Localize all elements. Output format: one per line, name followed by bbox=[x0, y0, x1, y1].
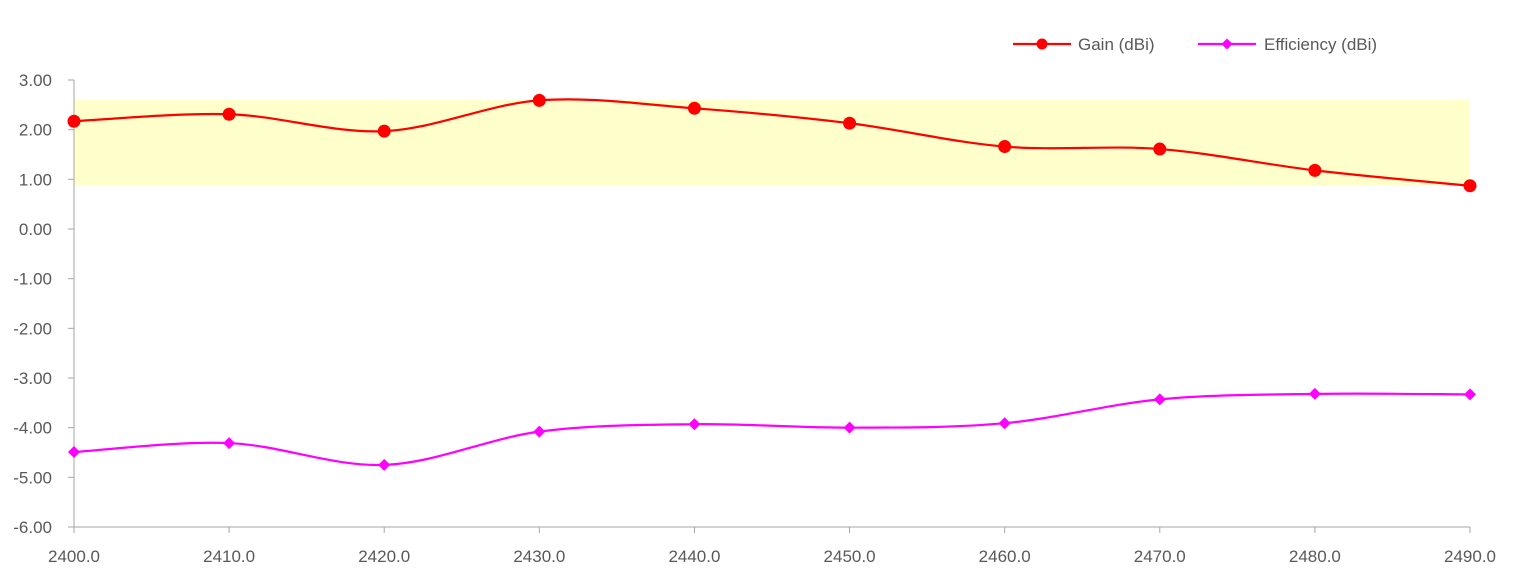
series-line-efficiency-dbi bbox=[73, 392, 1471, 467]
x-tick-label: 2410.0 bbox=[203, 547, 255, 566]
data-point-efficiency-dbi bbox=[223, 437, 236, 450]
series-gain-dbi bbox=[67, 93, 1477, 193]
data-point-gain-dbi bbox=[1308, 163, 1322, 177]
data-point-gain-dbi bbox=[1153, 142, 1167, 156]
legend-label-efficiency-dbi: Efficiency (dBi) bbox=[1264, 35, 1377, 54]
data-point-efficiency-dbi bbox=[843, 421, 856, 434]
x-tick-label: 2470.0 bbox=[1134, 547, 1186, 566]
data-point-efficiency-dbi bbox=[998, 417, 1011, 430]
legend: Gain (dBi) Efficiency (dBi) bbox=[1013, 35, 1377, 54]
data-point-gain-dbi bbox=[377, 124, 391, 138]
data-point-gain-dbi bbox=[998, 140, 1012, 154]
y-tick-label: -2.00 bbox=[13, 319, 52, 338]
legend-item-gain-dbi: Gain (dBi) bbox=[1013, 35, 1155, 54]
series-line-gain-dbi bbox=[73, 98, 1471, 187]
data-point-gain-dbi bbox=[222, 107, 236, 121]
legend-marker-efficiency-dbi bbox=[1221, 38, 1233, 50]
x-tick-label: 2460.0 bbox=[979, 547, 1031, 566]
data-point-gain-dbi bbox=[843, 116, 857, 130]
axes: 3.00 2.00 1.00 0.00 -1.00 -2.00 -3.00 -4.00 -5.0… bbox=[13, 71, 1496, 566]
series-layer bbox=[67, 93, 1477, 471]
y-tick-label: 2.00 bbox=[19, 121, 52, 140]
data-point-gain-dbi bbox=[1463, 179, 1477, 193]
y-tick-label: 1.00 bbox=[19, 170, 52, 189]
highlight-band-layer bbox=[74, 99, 1470, 186]
y-tick-label: -5.00 bbox=[13, 468, 52, 487]
x-tick-label: 2490.0 bbox=[1444, 547, 1496, 566]
legend-marker-gain-dbi bbox=[1036, 38, 1048, 50]
data-point-efficiency-dbi bbox=[1153, 393, 1166, 406]
data-point-gain-dbi bbox=[687, 101, 701, 115]
data-point-efficiency-dbi bbox=[688, 418, 701, 431]
y-tick-label: -4.00 bbox=[13, 419, 52, 438]
legend-item-efficiency-dbi: Efficiency (dBi) bbox=[1198, 35, 1377, 54]
x-tick-label: 2400.0 bbox=[48, 547, 100, 566]
y-tick-label: -1.00 bbox=[13, 270, 52, 289]
data-point-efficiency-dbi bbox=[378, 458, 391, 471]
x-tick-label: 2430.0 bbox=[513, 547, 565, 566]
series-efficiency-dbi bbox=[68, 387, 1476, 471]
data-point-efficiency-dbi bbox=[1464, 388, 1476, 401]
legend-label-gain-dbi: Gain (dBi) bbox=[1078, 35, 1155, 54]
y-tick-label: 3.00 bbox=[19, 71, 52, 90]
highlight-band bbox=[74, 99, 1470, 186]
data-point-gain-dbi bbox=[532, 93, 546, 107]
x-tick-label: 2440.0 bbox=[668, 547, 720, 566]
data-point-efficiency-dbi bbox=[68, 446, 80, 459]
y-tick-label: -3.00 bbox=[13, 369, 52, 388]
data-point-gain-dbi bbox=[67, 114, 81, 128]
y-tick-label: -6.00 bbox=[13, 518, 52, 537]
data-point-efficiency-dbi bbox=[1308, 387, 1321, 400]
x-tick-label: 2420.0 bbox=[358, 547, 410, 566]
x-tick-label: 2450.0 bbox=[824, 547, 876, 566]
data-point-efficiency-dbi bbox=[533, 425, 546, 438]
x-tick-label: 2480.0 bbox=[1289, 547, 1341, 566]
y-tick-label: 0.00 bbox=[19, 220, 52, 239]
